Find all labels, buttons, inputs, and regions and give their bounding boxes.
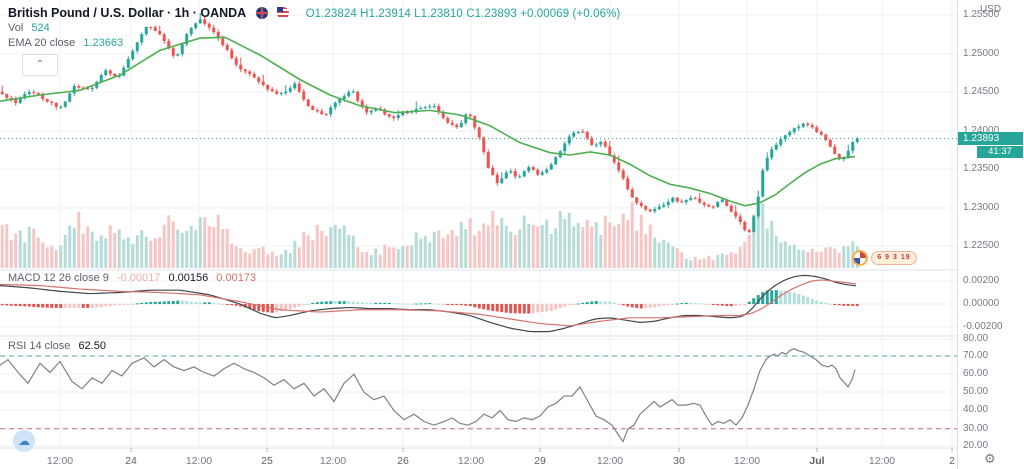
volume-legend[interactable]: Vol 524 bbox=[8, 22, 50, 34]
macd-line-value: 0.00156 bbox=[168, 272, 209, 284]
rsi-panel bbox=[0, 348, 957, 443]
macd-tick-label: -0.00200 bbox=[963, 321, 1003, 332]
time-tick-label: 2 bbox=[949, 455, 955, 467]
usd-flag-icon bbox=[277, 7, 290, 19]
time-tick-label: 24 bbox=[125, 455, 137, 467]
cloud-icon: ☁ bbox=[18, 434, 30, 448]
macd-tick-label: 0.00000 bbox=[963, 298, 1000, 309]
time-tick-label: 12:00 bbox=[185, 455, 213, 467]
price-tick-label: 1.24000 bbox=[963, 125, 1000, 136]
rsi-line bbox=[0, 348, 856, 443]
ema-legend[interactable]: EMA 20 close 1.23663 bbox=[8, 37, 123, 49]
rsi-legend[interactable]: RSI 14 close 62.50 bbox=[8, 340, 106, 352]
price-tick-label: 1.22500 bbox=[963, 240, 1000, 251]
time-tick-label: 12:00 bbox=[457, 455, 485, 467]
ohlc-values: O1.23824 H1.23914 L1.23810 C1.23893 +0.0… bbox=[305, 8, 621, 20]
macd-label: MACD 12 26 close 9 bbox=[8, 272, 109, 284]
time-axis-settings-button[interactable]: ⚙ bbox=[984, 451, 996, 467]
gear-icon: ⚙ bbox=[984, 451, 996, 466]
volume-label: Vol bbox=[8, 22, 24, 34]
volume-value: 524 bbox=[31, 22, 50, 34]
price-axis[interactable] bbox=[957, 0, 1024, 469]
chevron-up-icon: ⌃ bbox=[35, 59, 45, 70]
rsi-tick-label: 70.00 bbox=[963, 350, 989, 361]
ema-line bbox=[0, 36, 856, 207]
price-tick-label: 1.23000 bbox=[963, 202, 1000, 213]
time-tick-label: 12:00 bbox=[319, 455, 347, 467]
last-price-tag: 1.23893 bbox=[958, 132, 1023, 146]
time-tick-label: 30 bbox=[673, 455, 685, 467]
rsi-tick-label: 80.00 bbox=[963, 333, 989, 344]
bar-countdown: 41:37 bbox=[977, 145, 1023, 158]
time-tick-label: 25 bbox=[261, 455, 273, 467]
rsi-tick-label: 30.00 bbox=[963, 423, 989, 434]
sticker-numbers-icon: 6 9 3 19 bbox=[871, 251, 917, 265]
macd-signal-line bbox=[0, 279, 857, 327]
rsi-tick-label: 20.00 bbox=[963, 440, 989, 451]
time-tick-label: 12:00 bbox=[596, 455, 624, 467]
price-panel bbox=[0, 13, 859, 268]
price-tick-label: 1.25000 bbox=[963, 48, 1000, 59]
ema-label: EMA 20 close bbox=[8, 37, 76, 49]
rsi-tick-label: 40.00 bbox=[963, 404, 989, 415]
collapse-legend-button[interactable]: ⌃ bbox=[22, 54, 58, 76]
rsi-tick-label: 60.00 bbox=[963, 368, 989, 379]
sticker-roundel-icon bbox=[852, 250, 868, 266]
time-tick-label: 12:00 bbox=[868, 455, 896, 467]
symbol-title[interactable]: British Pound / U.S. Dollar · 1h · OANDA bbox=[8, 6, 247, 20]
ema-value: 1.23663 bbox=[83, 37, 124, 49]
time-tick-label: 26 bbox=[397, 455, 409, 467]
time-tick-label: 29 bbox=[534, 455, 546, 467]
symbol-header: British Pound / U.S. Dollar · 1h · OANDA… bbox=[8, 4, 620, 22]
cloud-badge-icon[interactable]: ☁ bbox=[13, 430, 35, 452]
rsi-tick-label: 50.00 bbox=[963, 386, 989, 397]
macd-panel bbox=[0, 274, 859, 333]
rsi-value: 62.50 bbox=[78, 340, 106, 352]
price-tick-label: 1.24500 bbox=[963, 86, 1000, 97]
price-tick-label: 1.23500 bbox=[963, 163, 1000, 174]
rsi-label: RSI 14 close bbox=[8, 340, 71, 352]
macd-signal-value: 0.00173 bbox=[216, 272, 257, 284]
macd-tick-label: 0.00200 bbox=[963, 275, 1000, 286]
currency-label: USD bbox=[979, 4, 1002, 15]
time-tick-label: 12:00 bbox=[46, 455, 74, 467]
macd-line bbox=[0, 274, 857, 333]
gbp-flag-icon bbox=[255, 7, 268, 19]
macd-hist-value: -0.00017 bbox=[116, 272, 161, 284]
time-tick-label: Jul bbox=[809, 455, 825, 467]
price-tick-label: 1.25500 bbox=[963, 9, 1000, 20]
macd-legend[interactable]: MACD 12 26 close 9 -0.00017 0.00156 0.00… bbox=[8, 272, 256, 284]
time-tick-label: 12:00 bbox=[733, 455, 761, 467]
